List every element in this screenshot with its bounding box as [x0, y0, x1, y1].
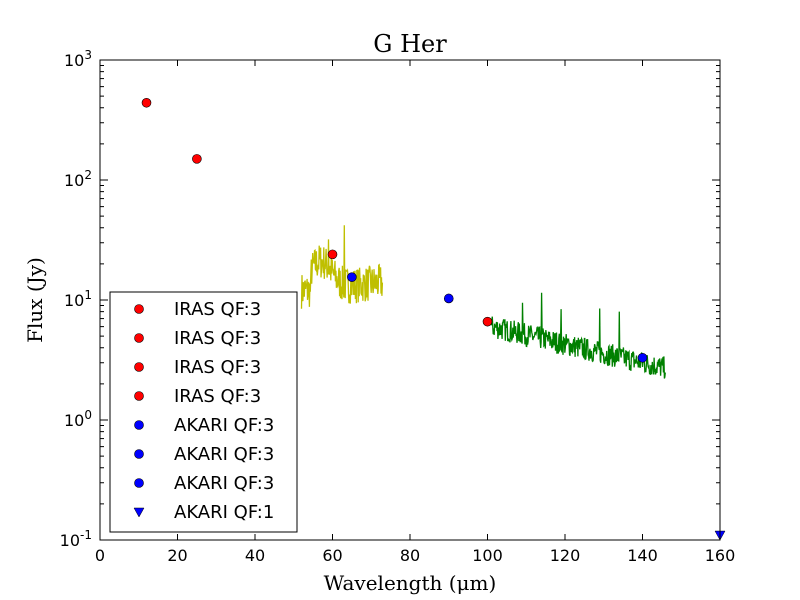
x-tick-label: 0: [95, 546, 105, 565]
legend-label: AKARI QF:1: [174, 502, 274, 523]
legend-marker: [134, 391, 144, 401]
data-point: [637, 352, 648, 363]
legend-marker: [134, 333, 144, 343]
legend-label: IRAS QF:3: [174, 386, 261, 407]
spectrum-line: [300, 225, 384, 309]
y-tick-label: 103: [64, 48, 92, 70]
x-tick-label: 20: [167, 546, 187, 565]
data-point: [192, 154, 202, 164]
x-axis-label: Wavelength (μm): [324, 571, 497, 595]
y-tick-label: 10-1: [60, 528, 92, 550]
x-tick-label: 40: [245, 546, 265, 565]
legend-marker: [134, 362, 144, 372]
data-point: [327, 249, 338, 260]
legend-marker: [134, 478, 144, 488]
legend-marker: [134, 304, 144, 314]
data-point: [443, 293, 454, 304]
legend-marker: [134, 420, 144, 430]
x-axis: 0 20 40 60 80 100 120 140 160: [95, 60, 735, 565]
x-tick-label: 60: [322, 546, 342, 565]
x-tick-label: 80: [400, 546, 420, 565]
spectra-layer: [300, 225, 666, 379]
data-point: [482, 316, 493, 327]
y-axis-label: Flux (Jy): [23, 257, 47, 343]
x-tick-label: 100: [472, 546, 503, 565]
chart-title: G Her: [373, 30, 447, 58]
spectrum-line: [490, 292, 666, 379]
legend-label: AKARI QF:3: [174, 444, 274, 465]
y-tick-label: 100: [64, 408, 92, 430]
legend-marker: [134, 449, 144, 459]
y-tick-label: 102: [64, 168, 92, 190]
y-tick-label: 101: [64, 288, 92, 310]
legend: IRAS QF:3 IRAS QF:3 IRAS QF:3 IRAS QF:3 AKAR…: [109, 291, 298, 533]
legend-box: [109, 291, 298, 533]
x-tick-label: 140: [627, 546, 658, 565]
x-tick-label: 120: [550, 546, 581, 565]
legend-label: AKARI QF:3: [174, 473, 274, 494]
points-layer: [141, 97, 726, 541]
legend-marker-triangle: [133, 507, 145, 518]
legend-label: IRAS QF:3: [174, 357, 261, 378]
legend-label: IRAS QF:3: [174, 328, 261, 349]
data-point: [141, 97, 152, 108]
legend-label: IRAS QF:3: [174, 299, 261, 320]
x-tick-label: 160: [705, 546, 736, 565]
legend-label: AKARI QF:3: [174, 415, 274, 436]
y-axis: 10-1 100 101 102 103: [60, 48, 720, 550]
data-point: [347, 272, 357, 282]
